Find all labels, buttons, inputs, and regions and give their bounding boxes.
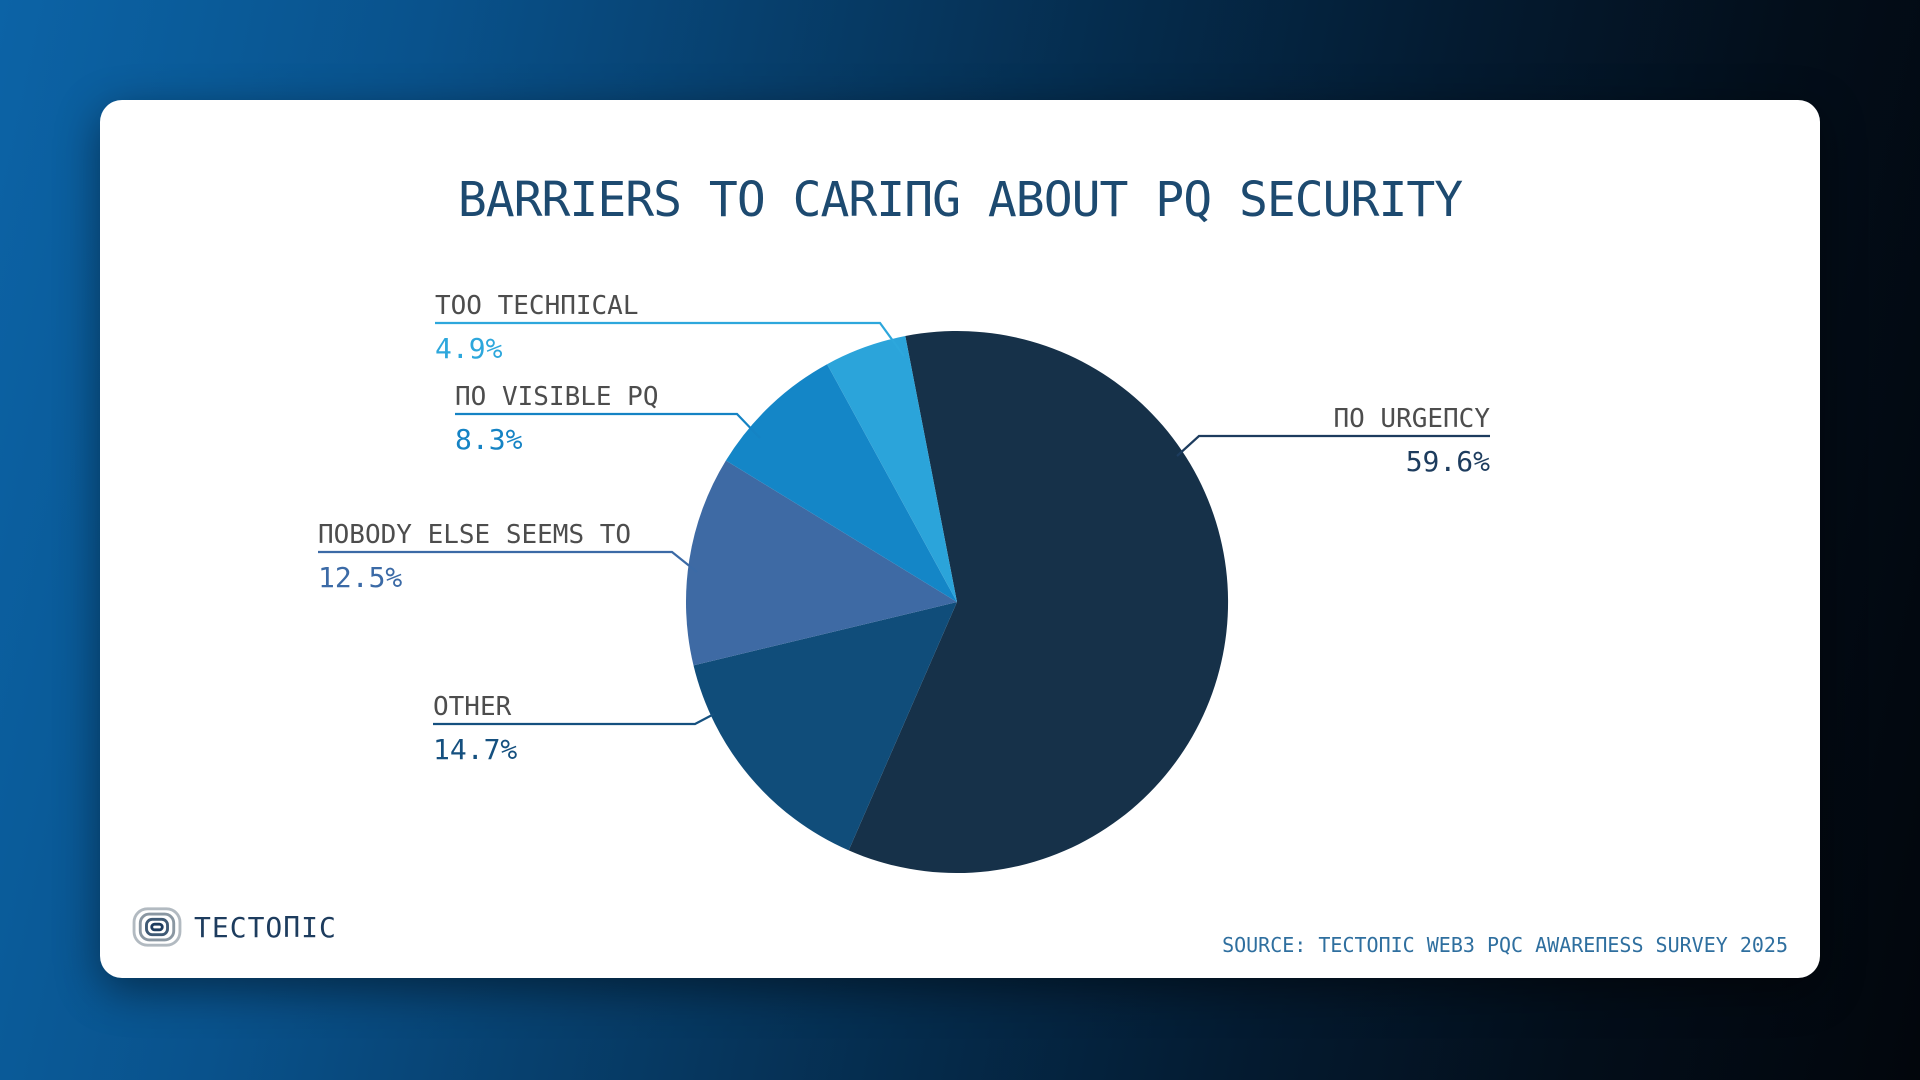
slice-label-too-technical: TOO TECHΠICAL	[435, 291, 639, 321]
pie-slice-no-visible-pq	[725, 364, 957, 602]
slice-label-other: OTHER	[433, 692, 512, 722]
slice-percent-other: 14.7%	[433, 733, 518, 766]
slice-label-no-urgency: ΠO URGEΠCY	[1333, 404, 1490, 434]
leader-line-too-technical	[435, 321, 905, 357]
source-caption: SOURCE: TECTOΠIC WEB3 PQC AWAREΠESS SURV…	[1222, 933, 1788, 957]
leader-line-no-urgency	[1176, 434, 1490, 457]
slice-label-nobody-else: ΠOBODY ELSE SEEMS TO	[318, 520, 632, 550]
pie-slice-other	[693, 602, 957, 851]
pie-slices	[685, 331, 1229, 874]
leader-line-other	[433, 713, 715, 726]
logo-rings-icon	[132, 907, 182, 947]
leader-line-no-visible-pq	[455, 412, 761, 439]
leader-line-nobody-else	[318, 550, 698, 573]
tectonic-logo: TECTOΠIC	[132, 905, 337, 949]
chart-title: BARRIERS TO CARIΠG ABOUT PQ SECURITY	[457, 172, 1463, 228]
slice-percent-no-urgency: 59.6%	[1405, 445, 1490, 478]
pie-slice-nobody-else-seems-to	[685, 460, 957, 666]
slice-percent-too-technical: 4.9%	[435, 332, 503, 365]
slice-percent-no-visible-pq: 8.3%	[455, 423, 523, 456]
slice-percent-nobody-else: 12.5%	[318, 561, 403, 594]
logo-wordmark: TECTOΠIC	[194, 910, 337, 944]
slice-label-no-visible-pq: ΠO VISIBLE PQ	[455, 382, 659, 412]
pie-slice-no-urgency	[848, 331, 1229, 874]
pie-slice-too-technical	[827, 336, 957, 602]
